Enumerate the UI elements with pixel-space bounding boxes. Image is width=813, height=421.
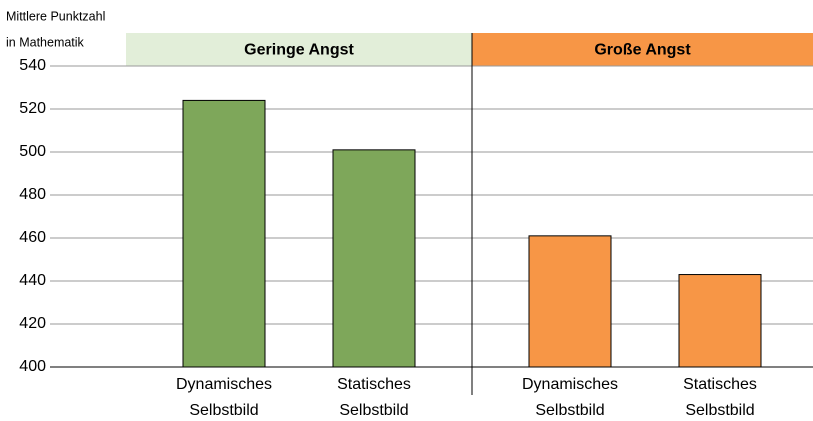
x-tick-label: Selbstbild xyxy=(189,402,258,419)
x-tick-label: Selbstbild xyxy=(339,402,408,419)
bar xyxy=(182,99,266,368)
y-tick-label: 480 xyxy=(19,186,46,203)
bar xyxy=(332,149,416,368)
y-tick-label: 400 xyxy=(19,358,46,375)
group-header xyxy=(126,33,472,66)
bar xyxy=(528,235,612,368)
x-tick-label: Selbstbild xyxy=(685,402,754,419)
x-tick-label: Statisches xyxy=(683,376,757,393)
x-tick-label: Dynamisches xyxy=(522,376,618,393)
y-tick-label: 460 xyxy=(19,229,46,246)
group-header-label: Große Angst xyxy=(594,42,691,59)
y-tick-label: 520 xyxy=(19,100,46,117)
bar xyxy=(678,274,762,368)
y-tick-label: 440 xyxy=(19,272,46,289)
y-tick-label: 540 xyxy=(19,57,46,74)
y-tick-label: 500 xyxy=(19,143,46,160)
x-tick-label: Selbstbild xyxy=(535,402,604,419)
y-axis-label: in Mathematik xyxy=(6,35,85,49)
group-header-label: Geringe Angst xyxy=(244,42,354,59)
x-tick-label: Statisches xyxy=(337,376,411,393)
y-tick-label: 420 xyxy=(19,315,46,332)
y-axis-label: Mittlere Punktzahl xyxy=(6,9,105,23)
group-header xyxy=(472,33,813,66)
x-tick-label: Dynamisches xyxy=(176,376,272,393)
